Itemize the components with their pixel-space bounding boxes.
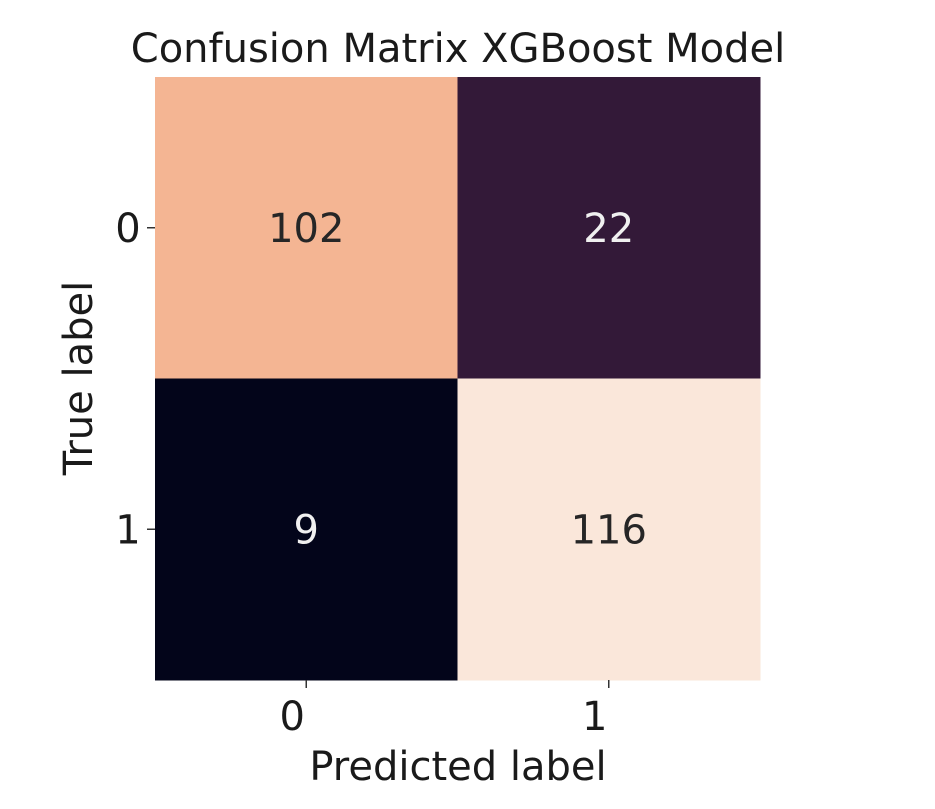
y-tick-label-0: 0 [115, 206, 140, 252]
y-axis-label: True label [56, 281, 102, 476]
heatmap-cell-0-1 [457, 77, 761, 379]
x-tick-label-1: 1 [582, 694, 607, 740]
cell-value-0-0: 102 [268, 206, 344, 252]
x-tick-label-0: 0 [280, 694, 305, 740]
cell-value-1-1: 116 [571, 507, 647, 553]
chart-title: Confusion Matrix XGBoost Model [131, 26, 785, 72]
heatmap-cells: 102 22 9 116 [155, 77, 761, 681]
heatmap-cell-0-0 [155, 77, 458, 379]
heatmap-cell-1-1 [457, 378, 761, 681]
axis-ticks: 0 1 0 1 [115, 206, 610, 740]
cell-value-1-0: 9 [294, 507, 319, 553]
cell-value-0-1: 22 [583, 206, 634, 252]
x-axis-label: Predicted label [309, 744, 606, 790]
heatmap-cell-1-0 [155, 378, 458, 681]
y-tick-label-1: 1 [115, 507, 140, 553]
